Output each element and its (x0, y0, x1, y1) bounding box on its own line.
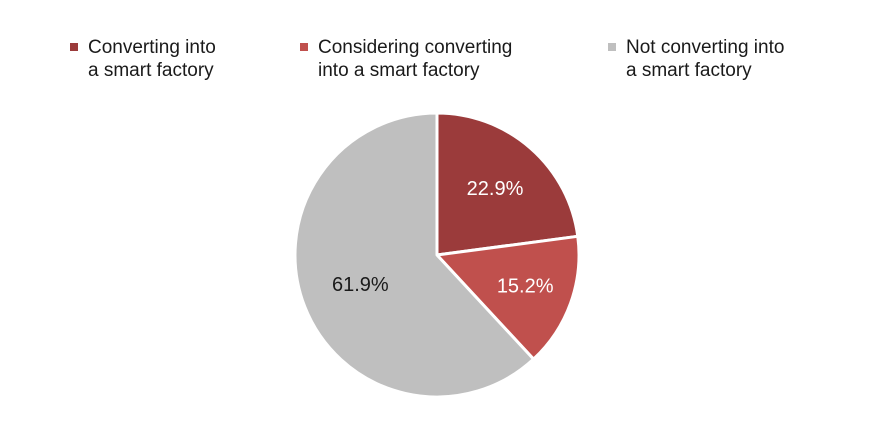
legend-label-not-converting: Not converting into a smart factory (626, 37, 785, 81)
legend-item-considering: Considering converting into a smart fact… (300, 36, 512, 82)
slice-label-converting: 22.9% (467, 178, 524, 200)
legend-swatch-converting (70, 43, 78, 51)
slice-label-not-converting: 61.9% (332, 274, 389, 296)
legend-item-not-converting: Not converting into a smart factory (608, 36, 784, 82)
pie-slice-not-converting (293, 111, 536, 399)
pie-slice-converting (435, 111, 580, 257)
legend-swatch-considering (300, 43, 308, 51)
legend-swatch-not-converting (608, 43, 616, 51)
legend-label-converting: Converting into a smart factory (88, 37, 216, 81)
legend: Converting into a smart factory Consider… (0, 36, 874, 96)
legend-label-considering: Considering converting into a smart fact… (318, 37, 513, 81)
pie-slice-considering (435, 234, 581, 361)
legend-item-converting: Converting into a smart factory (70, 36, 216, 82)
slice-label-considering: 15.2% (497, 276, 554, 298)
